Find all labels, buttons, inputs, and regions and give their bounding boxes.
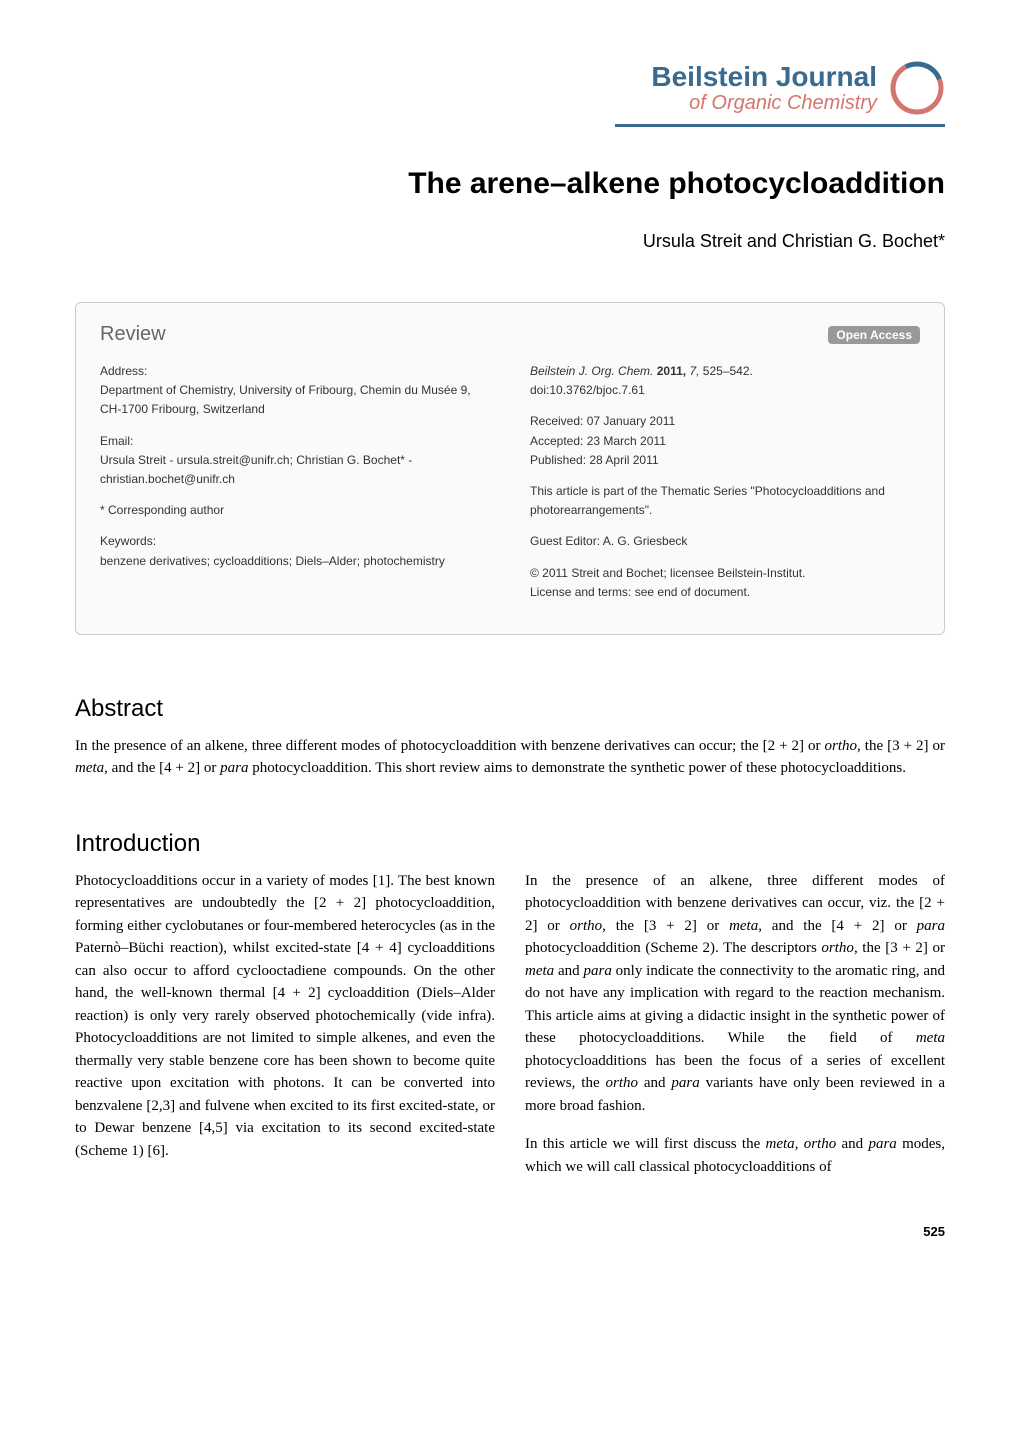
metadata-box: Review Open Access Address: Department o… (75, 302, 945, 635)
abstract-text: In the presence of an alkene, three diff… (75, 735, 945, 780)
intro-col1-p1: Photocycloadditions occur in a variety o… (75, 870, 495, 1163)
logo-circle-icon (889, 60, 945, 116)
logo-title: Beilstein Journal (651, 62, 877, 93)
article-type-label: Review (100, 323, 166, 346)
citation-volume: 7, (689, 364, 699, 378)
intro-column-left: Photocycloadditions occur in a variety o… (75, 870, 495, 1195)
open-access-badge: Open Access (828, 326, 920, 344)
metadata-right-column: Beilstein J. Org. Chem. 2011, 7, 525–542… (530, 362, 920, 614)
article-title: The arene–alkene photocycloaddition (75, 167, 945, 201)
corresponding-author: * Corresponding author (100, 503, 224, 517)
intro-col2-p1: In the presence of an alkene, three diff… (525, 870, 945, 1118)
citation-pages: 525–542. (703, 364, 753, 378)
copyright-text: © 2011 Streit and Bochet; licensee Beils… (530, 564, 920, 583)
keywords-text: benzene derivatives; cycloadditions; Die… (100, 554, 445, 568)
introduction-heading: Introduction (75, 830, 945, 858)
logo-subtitle: of Organic Chemistry (651, 92, 877, 114)
intro-column-right: In the presence of an alkene, three diff… (525, 870, 945, 1195)
accepted-date: Accepted: 23 March 2011 (530, 432, 920, 451)
email-label: Email: (100, 432, 490, 451)
journal-logo: Beilstein Journal of Organic Chemistry (75, 60, 945, 127)
citation-year: 2011, (657, 364, 686, 378)
metadata-left-column: Address: Department of Chemistry, Univer… (100, 362, 490, 614)
received-date: Received: 07 January 2011 (530, 412, 920, 431)
doi-text: doi:10.3762/bjoc.7.61 (530, 383, 645, 397)
address-label: Address: (100, 362, 490, 381)
email-text: Ursula Streit - ursula.streit@unifr.ch; … (100, 453, 412, 486)
article-authors: Ursula Streit and Christian G. Bochet* (75, 231, 945, 252)
guest-editor: Guest Editor: A. G. Griesbeck (530, 534, 687, 548)
keywords-label: Keywords: (100, 532, 490, 551)
published-date: Published: 28 April 2011 (530, 451, 920, 470)
introduction-columns: Photocycloadditions occur in a variety o… (75, 870, 945, 1195)
abstract-heading: Abstract (75, 695, 945, 723)
page-number: 525 (75, 1224, 945, 1239)
citation-journal: Beilstein J. Org. Chem. (530, 364, 653, 378)
address-text: Department of Chemistry, University of F… (100, 383, 471, 416)
intro-col2-p2: In this article we will first discuss th… (525, 1133, 945, 1178)
thematic-series: This article is part of the Thematic Ser… (530, 484, 885, 517)
logo-underline (615, 124, 945, 127)
license-text: License and terms: see end of document. (530, 583, 920, 602)
